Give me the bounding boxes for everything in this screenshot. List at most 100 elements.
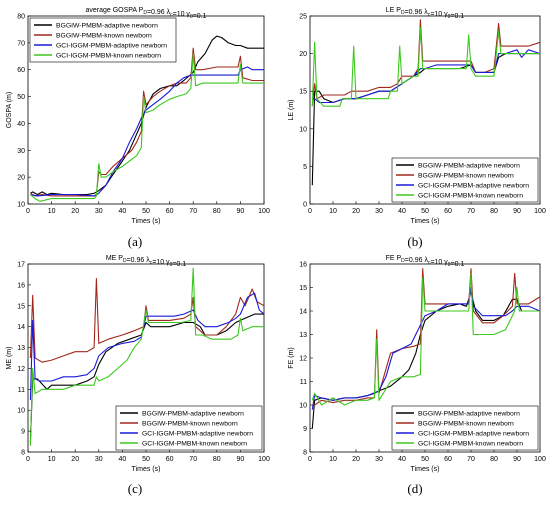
y-tick-label-b-4: 20 [299, 51, 307, 58]
legend-label-d-3: GCI-IGGM-PMBM-known newborn [418, 441, 523, 448]
y-tick-label-a-2: 30 [17, 148, 25, 155]
x-tick-label-b-1: 10 [329, 208, 337, 215]
legend-box-b [391, 157, 539, 203]
y-tick-label-b-5: 25 [299, 14, 307, 21]
series-line-a-3 [30, 53, 264, 202]
caption-a: (a) [127, 234, 143, 249]
chart-panel-d: 0 10 20 30 40 50 60 70 80 90 100 8 9 10 11 12 13 14 15 16 FE… [288, 255, 546, 473]
legend-label-c-3: GCI-IGGM-PMBM-known newborn [142, 441, 247, 448]
x-tick-label-c-4: 40 [119, 456, 127, 463]
x-tick-label-c-9: 90 [237, 456, 245, 463]
x-axis-label-c: Times (s) [132, 466, 161, 473]
x-tick-label-c-0: 0 [26, 456, 30, 463]
legend-label-b-1: BGGIW-PMBM-known newborn [418, 173, 514, 180]
x-tick-label-a-9: 90 [237, 208, 245, 215]
chart-title-b: LE PD=0.96 λc=10 γ0=0.1 [386, 7, 465, 20]
y-tick-label-a-1: 20 [17, 175, 25, 182]
y-tick-label-a-3: 40 [17, 121, 25, 128]
x-tick-label-b-2: 20 [352, 208, 360, 215]
x-tick-label-c-2: 20 [71, 456, 79, 463]
y-tick-label-b-2: 10 [299, 126, 307, 133]
y-tick-label-c-3: 11 [18, 387, 25, 394]
y-tick-label-c-5: 13 [17, 345, 25, 352]
series-line-d-2 [311, 286, 541, 410]
y-tick-label-c-1: 9 [21, 429, 25, 436]
series-line-b-3 [311, 26, 540, 107]
y-tick-label-d-7: 15 [299, 285, 307, 292]
y-tick-label-a-5: 60 [17, 67, 25, 74]
x-tick-label-a-3: 30 [95, 208, 103, 215]
x-tick-label-c-8: 80 [213, 456, 221, 463]
y-axis-label-d: FE (m) [288, 347, 295, 368]
legend-a: BGGIW-PMBM-adaptive newborn BGGIW-PMBM-kn… [29, 17, 177, 63]
x-tick-label-b-9: 90 [513, 208, 521, 215]
x-tick-label-d-8: 80 [490, 456, 498, 463]
chart-panel-c: 0 10 20 30 40 50 60 70 80 90 100 8 9 10 11 12 13 14 15 16 17… [6, 255, 270, 473]
legend-label-a-0: BGGIW-PMBM-adaptive newborn [56, 23, 158, 30]
y-tick-label-c-7: 15 [17, 303, 25, 310]
x-tick-label-c-7: 70 [189, 456, 197, 463]
caption-d: (d) [407, 481, 423, 496]
x-tick-label-c-5: 50 [142, 456, 150, 463]
y-tick-label-a-4: 50 [17, 94, 25, 101]
x-tick-label-d-3: 30 [375, 456, 383, 463]
x-tick-label-a-0: 0 [26, 208, 30, 215]
x-tick-label-c-10: 100 [258, 456, 270, 463]
x-tick-label-d-10: 100 [534, 456, 546, 463]
caption-c: (c) [127, 481, 143, 496]
chart-title-c: ME PD=0.96 λc=10 γ0=0.1 [106, 255, 186, 268]
series-line-c-3 [29, 267, 264, 446]
x-axis-label-d: Times (s) [411, 466, 440, 473]
y-axis-label-a: GOSPA (m) [6, 92, 13, 128]
legend-box-a [29, 17, 177, 63]
x-tick-label-d-7: 70 [467, 456, 475, 463]
series-line-d-1 [312, 268, 541, 406]
legend-label-a-3: GCI-IGGM-PMBM-known newborn [56, 53, 161, 60]
x-tick-label-d-4: 40 [398, 456, 406, 463]
y-tick-label-b-1: 5 [303, 164, 307, 171]
x-tick-label-d-2: 20 [352, 456, 360, 463]
x-tick-label-d-5: 50 [421, 456, 429, 463]
x-tick-label-d-0: 0 [308, 456, 312, 463]
x-tick-label-d-1: 10 [329, 456, 337, 463]
x-tick-label-a-6: 60 [166, 208, 174, 215]
x-axis-label-b: Times (s) [411, 218, 440, 225]
series-line-c-2 [29, 292, 265, 400]
x-axis-label-a: Times (s) [132, 218, 161, 225]
y-tick-label-d-3: 11 [300, 379, 307, 386]
x-tick-label-a-8: 80 [213, 208, 221, 215]
y-tick-label-c-8: 16 [17, 282, 25, 289]
y-tick-label-c-9: 17 [17, 262, 25, 269]
legend-label-d-0: BGGIW-PMBM-adaptive newborn [418, 411, 520, 418]
series-line-d-3 [311, 272, 540, 406]
x-tick-label-b-6: 60 [444, 208, 452, 215]
x-tick-label-c-1: 10 [48, 456, 56, 463]
x-tick-label-c-6: 60 [166, 456, 174, 463]
y-tick-label-c-6: 14 [17, 324, 25, 331]
legend-label-c-2: GCI-IGGM-PMBM-adaptive newborn [142, 431, 253, 438]
chart-title-a: average GOSPA PD=0.96 λc=10 γ0=0.1 [85, 7, 206, 20]
x-tick-label-a-2: 20 [71, 208, 79, 215]
caption-b: (b) [407, 234, 423, 249]
legend-label-a-1: BGGIW-PMBM-known newborn [56, 33, 152, 40]
legend-c: BGGIW-PMBM-adaptive newborn BGGIW-PMBM-kn… [115, 405, 263, 451]
x-tick-label-b-10: 100 [534, 208, 546, 215]
series-line-c-1 [29, 278, 265, 363]
legend-label-d-2: GCI-IGGM-PMBM-adaptive newborn [418, 431, 529, 438]
legend-box-d [391, 405, 539, 451]
y-tick-label-c-4: 12 [17, 366, 25, 373]
x-tick-label-a-1: 10 [48, 208, 56, 215]
legend-d: BGGIW-PMBM-adaptive newborn BGGIW-PMBM-kn… [391, 405, 539, 451]
x-tick-label-b-5: 50 [421, 208, 429, 215]
x-tick-label-c-3: 30 [95, 456, 103, 463]
x-tick-label-a-10: 100 [258, 208, 270, 215]
y-tick-label-b-0: 0 [303, 202, 307, 209]
y-tick-label-d-6: 14 [299, 309, 307, 316]
y-tick-label-d-0: 8 [303, 450, 307, 457]
x-tick-label-b-4: 40 [398, 208, 406, 215]
y-tick-label-d-4: 12 [299, 356, 307, 363]
legend-label-d-1: BGGIW-PMBM-known newborn [418, 421, 514, 428]
y-tick-label-b-3: 15 [299, 89, 307, 96]
y-tick-label-d-8: 16 [299, 262, 307, 269]
